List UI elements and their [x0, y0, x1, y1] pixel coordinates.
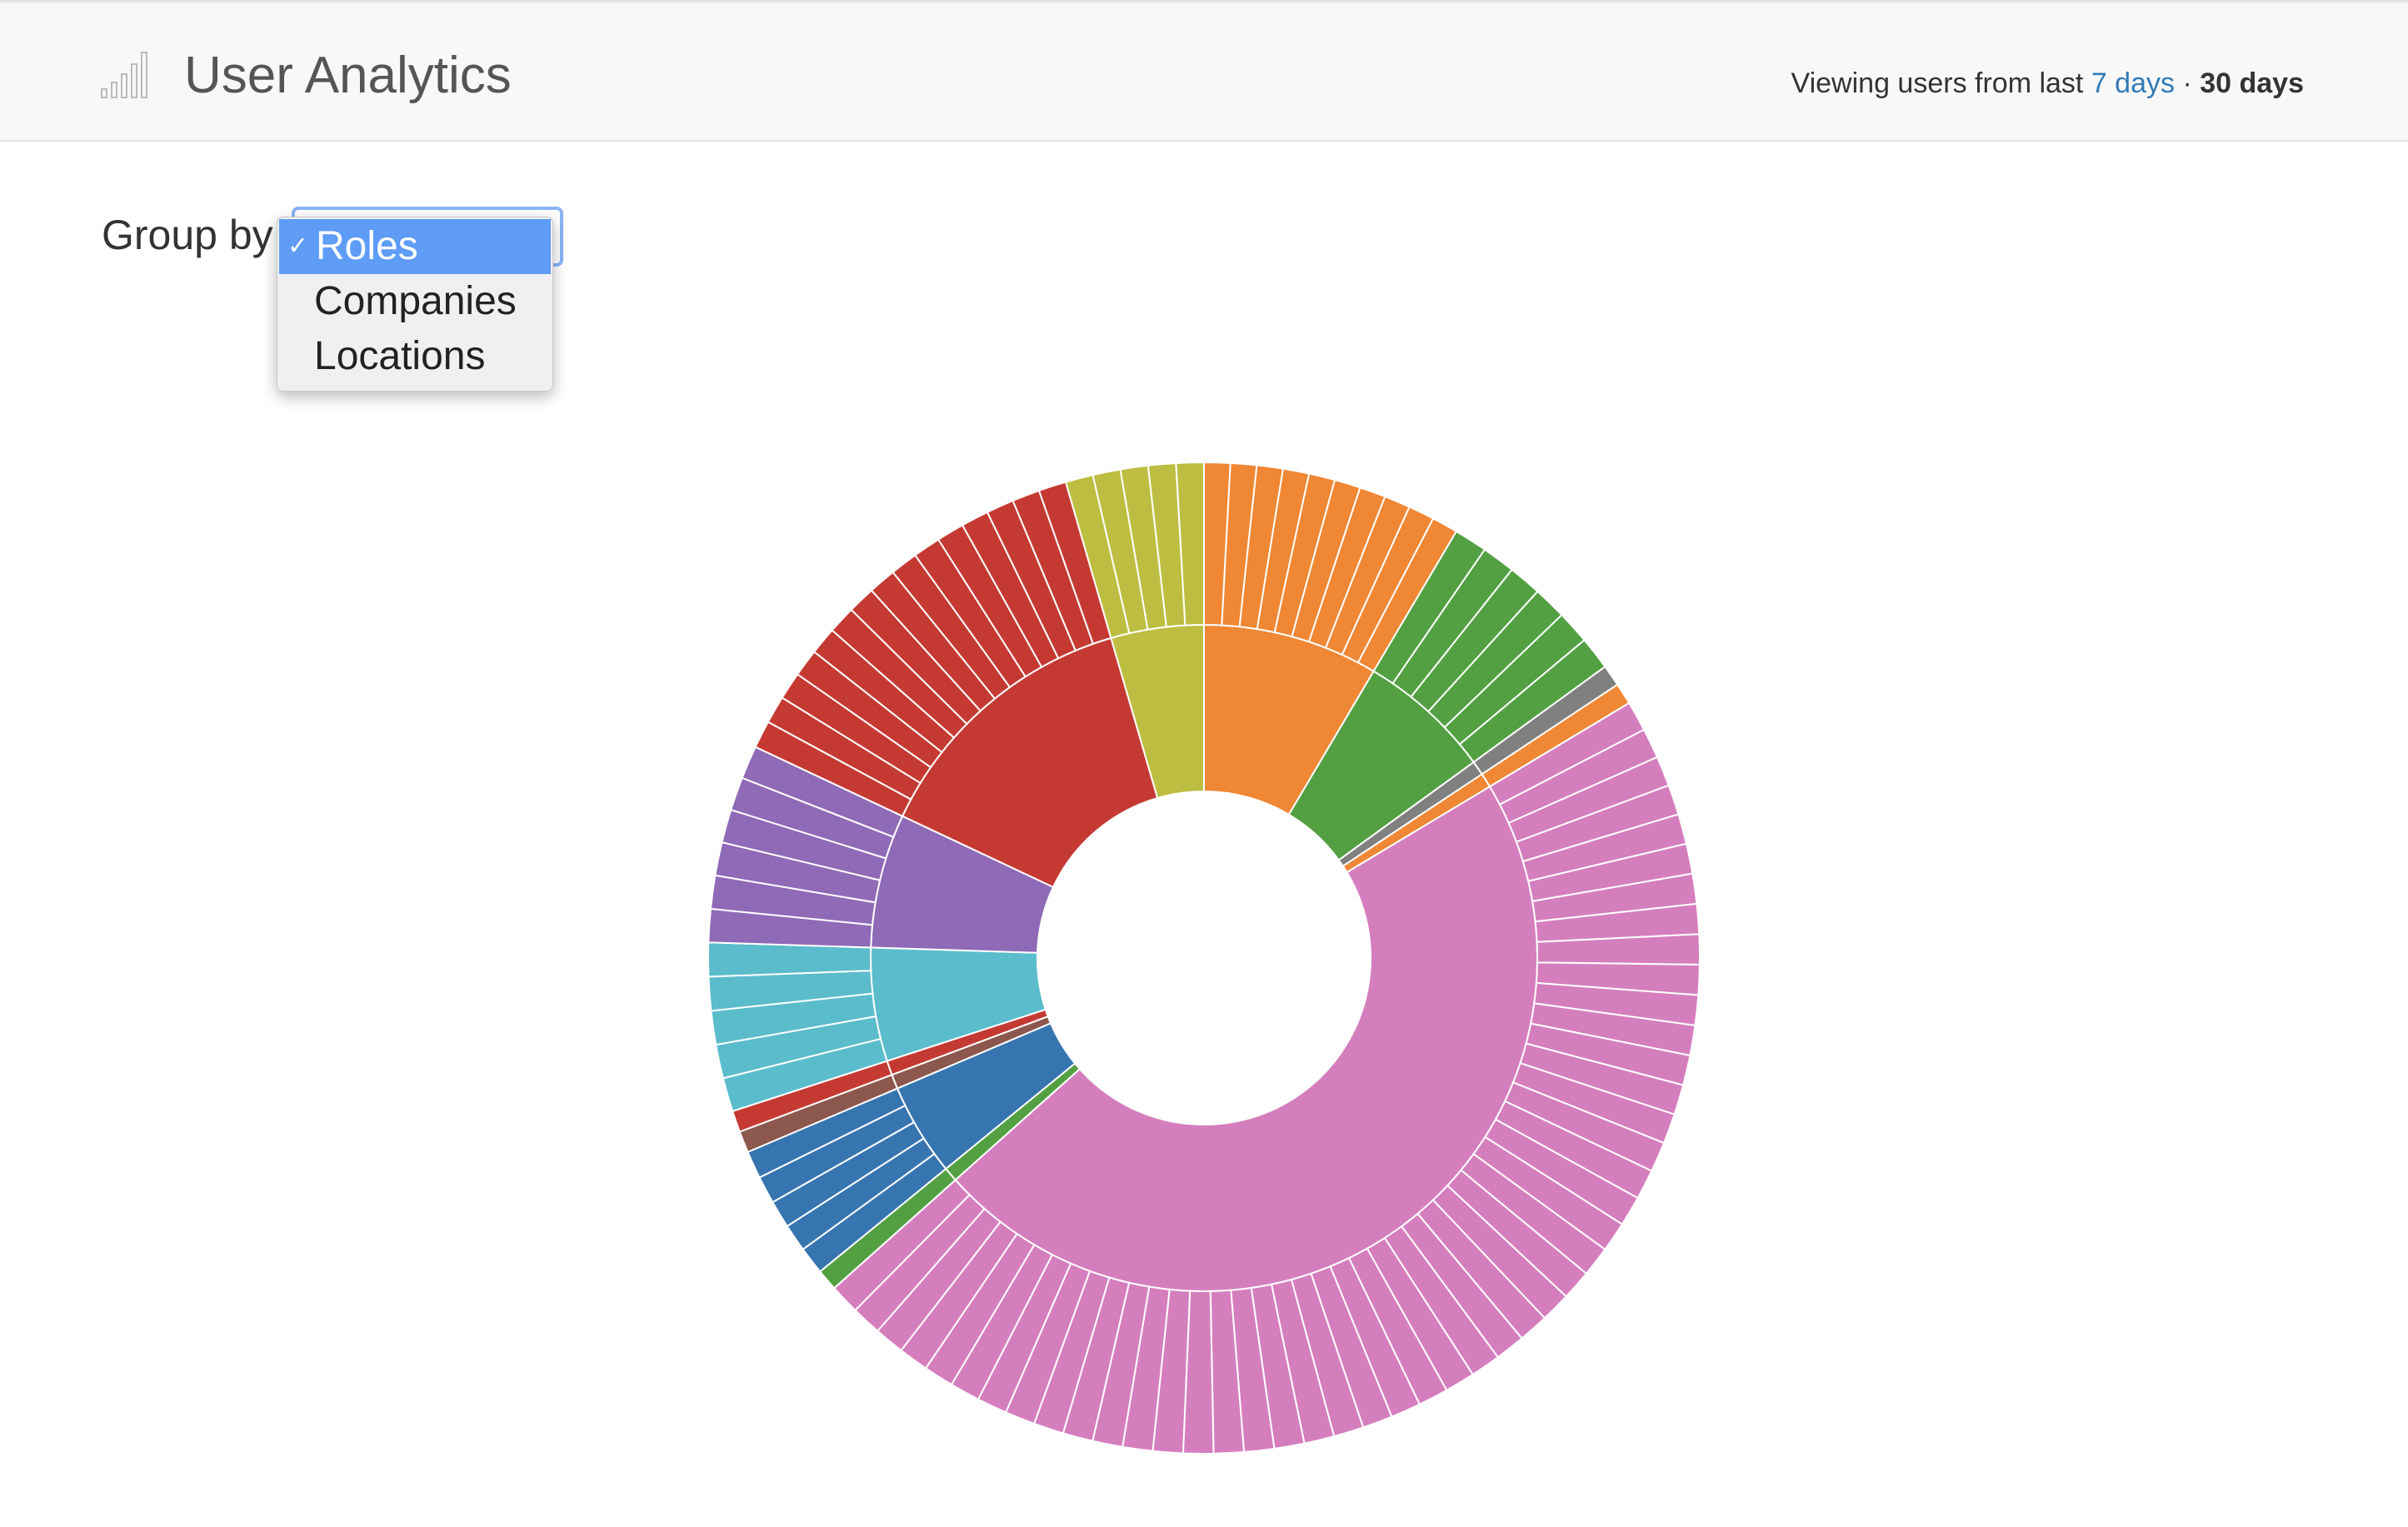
option-companies[interactable]: Companies: [277, 274, 552, 329]
checkmark-icon: ✓: [287, 232, 309, 260]
option-roles[interactable]: ✓ Roles: [279, 219, 551, 274]
group-by-dropdown-menu: ✓ Roles Companies Locations: [277, 217, 553, 392]
page-title: User Analytics: [184, 47, 512, 104]
date-range-selector: Viewing users from last 7 days · 30 days: [1791, 64, 2304, 102]
range-30-days-current[interactable]: 30 days: [2200, 67, 2304, 99]
range-prefix: Viewing users from last: [1791, 67, 2084, 99]
range-7-days-link[interactable]: 7 days: [2091, 67, 2176, 99]
sunburst-outer-segment[interactable]: [1175, 461, 1205, 626]
signal-bars-icon: [101, 52, 147, 98]
range-separator: ·: [2175, 67, 2201, 99]
option-locations-label: Locations: [314, 334, 486, 378]
option-roles-label: Roles: [316, 224, 418, 268]
option-locations[interactable]: Locations: [277, 329, 552, 384]
option-companies-label: Companies: [314, 279, 517, 323]
group-by-label: Group by: [102, 212, 273, 258]
top-navbar: User Analytics Viewing users from last 7…: [0, 0, 2408, 142]
